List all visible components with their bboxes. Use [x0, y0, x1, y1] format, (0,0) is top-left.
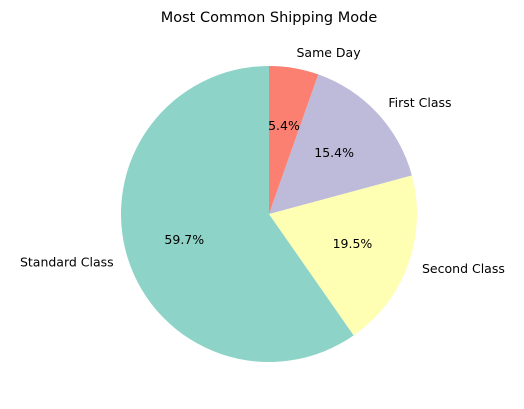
slice-label-first-class: First Class — [388, 95, 451, 110]
pie-labels: Standard Class 59.7% Second Class 19.5% Firs… — [20, 45, 505, 276]
slice-label-same-day: Same Day — [296, 45, 361, 60]
percent-label-second-class: 19.5% — [333, 236, 373, 251]
percent-label-same-day: 5.4% — [268, 118, 300, 133]
slice-label-standard-class: Standard Class — [20, 254, 114, 269]
pie-slice-first-class — [269, 74, 412, 214]
chart-title: Most Common Shipping Mode — [161, 10, 378, 26]
pie-slice-same-day — [269, 66, 319, 214]
pie-slices — [121, 66, 417, 362]
pie-slice-standard-class — [121, 66, 354, 362]
percent-label-standard-class: 59.7% — [164, 232, 204, 247]
pie-slice-second-class — [269, 175, 417, 336]
percent-label-first-class: 15.4% — [314, 145, 354, 160]
slice-label-second-class: Second Class — [422, 261, 505, 276]
